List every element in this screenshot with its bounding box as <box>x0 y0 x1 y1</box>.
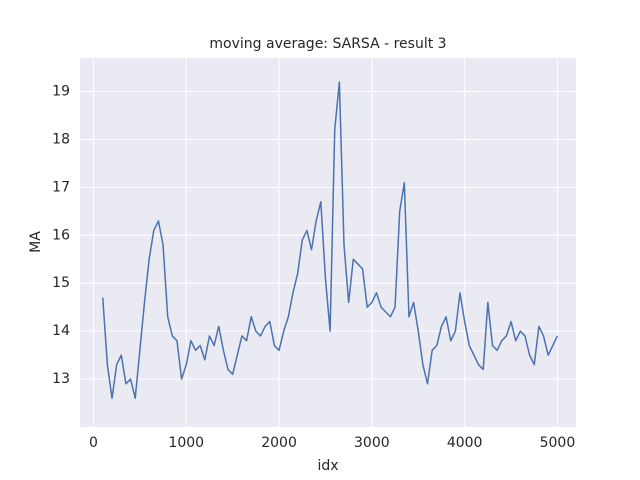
x-tick-label: 4000 <box>447 435 483 451</box>
y-tick-label: 19 <box>52 84 70 100</box>
y-tick-label: 15 <box>52 275 70 291</box>
y-tick-label: 17 <box>52 179 70 195</box>
x-axis-label: idx <box>317 458 338 474</box>
plot-area <box>80 58 576 427</box>
chart-title: moving average: SARSA - result 3 <box>209 36 446 52</box>
y-tick-label: 18 <box>52 131 70 147</box>
x-tick-label: 0 <box>89 435 98 451</box>
x-tick-label: 5000 <box>540 435 576 451</box>
x-tick-label: 2000 <box>261 435 297 451</box>
y-tick-label: 16 <box>52 227 70 243</box>
y-tick-label: 14 <box>52 323 70 339</box>
y-axis-label: MA <box>28 231 44 253</box>
data-line <box>101 81 559 399</box>
y-tick-label: 13 <box>52 371 70 387</box>
x-tick-label: 3000 <box>354 435 390 451</box>
x-tick-label: 1000 <box>168 435 204 451</box>
